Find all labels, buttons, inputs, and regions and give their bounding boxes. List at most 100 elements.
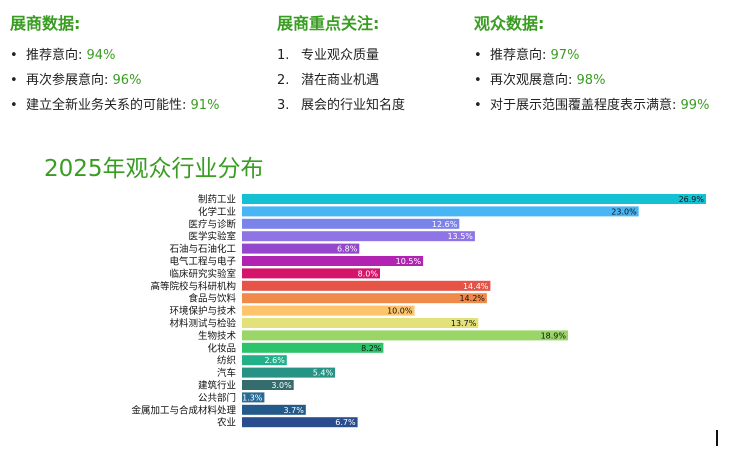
item-number: 2.	[277, 73, 290, 88]
value-label: 6.8%	[337, 245, 358, 254]
value-label: 13.5%	[447, 232, 473, 241]
bar	[242, 194, 706, 204]
bar	[242, 380, 294, 390]
bullet-icon: •	[10, 48, 18, 63]
category-label: 高等院校与科研机构	[150, 280, 236, 292]
value-label: 8.2%	[361, 344, 382, 353]
focus-list: 1. 专业观众质量 2. 潜在商业机遇 3. 展会的行业知名度	[277, 43, 405, 118]
list-item: • 推荐意向: 94%	[10, 43, 219, 68]
bar	[242, 417, 358, 428]
category-label: 金属加工与合成材料处理	[131, 404, 236, 416]
item-label: 展会的行业知名度	[301, 98, 406, 113]
category-label: 化学工业	[198, 206, 236, 218]
value-label: 26.9%	[679, 195, 705, 204]
item-value: 97%	[550, 48, 580, 63]
item-number: 1.	[277, 48, 290, 63]
bullet-icon: •	[474, 48, 482, 63]
item-label: 推荐意向:	[490, 48, 547, 63]
value-label: 5.4%	[313, 369, 334, 378]
bullet-icon: •	[474, 73, 482, 88]
item-label: 对于展示范围覆盖程度表示满意:	[490, 98, 677, 113]
value-label: 2.6%	[264, 356, 285, 365]
list-item: • 对于展示范围覆盖程度表示满意: 99%	[474, 93, 709, 118]
bullet-icon: •	[474, 98, 482, 113]
category-label: 生物技术	[198, 330, 237, 342]
category-label: 食品与饮料	[188, 293, 236, 305]
category-label: 公共部门	[198, 392, 236, 404]
item-number: 3.	[277, 98, 290, 113]
bar	[242, 342, 384, 353]
item-label: 建立全新业务关系的可能性:	[26, 98, 187, 113]
category-label: 制药工业	[198, 194, 236, 206]
category-label: 汽车	[217, 367, 236, 379]
category-label: 材料测试与检验	[169, 318, 236, 330]
bar	[242, 404, 306, 415]
value-label: 10.0%	[387, 307, 413, 316]
list-item: • 推荐意向: 97%	[474, 43, 709, 68]
bullet-icon: •	[10, 98, 18, 113]
category-label: 化妆品	[207, 342, 236, 354]
category-label: 临床研究实验室	[169, 268, 236, 280]
chart-title: 2025年观众行业分布	[44, 156, 264, 182]
exhibitor-heading: 展商数据:	[10, 14, 81, 33]
bar	[242, 392, 265, 403]
list-item: 2. 潜在商业机遇	[277, 68, 405, 93]
focus-heading: 展商重点关注:	[277, 14, 380, 33]
category-label: 环境保护与技术	[169, 305, 236, 317]
value-label: 1.3%	[242, 393, 263, 402]
item-value: 98%	[576, 73, 606, 88]
visitor-list: • 推荐意向: 97% • 再次观展意向: 98% • 对于展示范围覆盖程度表示满意:…	[474, 43, 709, 118]
bullet-icon: •	[10, 73, 18, 88]
item-label: 再次参展意向:	[26, 73, 109, 88]
value-label: 14.4%	[463, 282, 489, 291]
text-cursor	[716, 430, 718, 446]
value-label: 13.7%	[451, 319, 477, 328]
value-label: 14.2%	[459, 294, 485, 303]
category-label: 纺织	[217, 355, 236, 367]
category-label: 医学实验室	[188, 231, 236, 243]
bar	[242, 231, 475, 242]
list-item: • 再次观展意向: 98%	[474, 68, 709, 93]
exhibitor-list: • 推荐意向: 94% • 再次参展意向: 96% • 建立全新业务关系的可能性: 9…	[10, 43, 219, 118]
list-item: 1. 专业观众质量	[277, 43, 405, 68]
category-label: 医疗与诊断	[188, 218, 236, 230]
bar	[242, 256, 424, 266]
value-label: 10.5%	[396, 257, 422, 266]
bar	[242, 268, 380, 279]
value-label: 3.7%	[283, 406, 304, 415]
list-item: • 再次参展意向: 96%	[10, 68, 219, 93]
item-value: 91%	[190, 98, 220, 113]
list-item: • 建立全新业务关系的可能性: 91%	[10, 93, 219, 118]
item-label: 潜在商业机遇	[301, 73, 380, 88]
bar	[242, 367, 336, 378]
value-label: 6.7%	[335, 418, 356, 427]
item-label: 再次观展意向:	[490, 73, 573, 88]
category-label: 石油与石油化工	[169, 243, 236, 255]
item-value: 96%	[112, 73, 142, 88]
item-value: 99%	[680, 98, 710, 113]
exhibitor-section: 展商数据: • 推荐意向: 94% • 再次参展意向: 96% • 建立全新业务关系的…	[10, 10, 219, 118]
bar	[242, 318, 479, 328]
item-value: 94%	[86, 48, 116, 63]
category-label: 农业	[217, 417, 236, 429]
visitor-section: 观众数据: • 推荐意向: 97% • 再次观展意向: 98% • 对于展示范围覆盖程…	[474, 10, 709, 118]
category-label: 电气工程与电子	[169, 256, 236, 268]
value-label: 8.0%	[358, 269, 379, 278]
value-label: 23.0%	[611, 207, 637, 216]
focus-section: 展商重点关注: 1. 专业观众质量 2. 潜在商业机遇 3. 展会的行业知名度	[277, 10, 405, 118]
item-label: 专业观众质量	[301, 48, 380, 63]
bar	[242, 218, 460, 229]
bar	[242, 305, 415, 316]
bar	[242, 355, 287, 366]
bar	[242, 280, 491, 291]
value-label: 3.0%	[271, 381, 292, 390]
list-item: 3. 展会的行业知名度	[277, 93, 405, 118]
bar	[242, 293, 487, 304]
bar	[242, 206, 639, 217]
bar	[242, 330, 568, 341]
value-label: 12.6%	[432, 220, 458, 229]
visitor-heading: 观众数据:	[474, 14, 545, 33]
bar	[242, 243, 360, 254]
value-label: 18.9%	[541, 331, 567, 340]
